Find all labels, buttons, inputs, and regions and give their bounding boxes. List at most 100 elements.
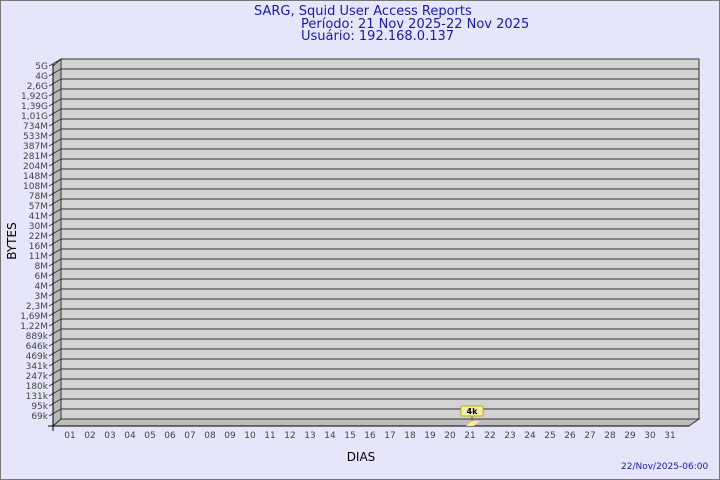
x-tick-label: 29 <box>624 431 636 441</box>
y-tick <box>48 398 62 407</box>
y-tick <box>48 258 62 267</box>
y-tick-label: 281M <box>23 152 48 162</box>
x-tick-label: 07 <box>184 431 195 441</box>
y-tick <box>48 158 62 167</box>
x-tick-label: 19 <box>424 431 436 441</box>
y-tick <box>48 148 62 157</box>
y-tick <box>48 268 62 277</box>
y-tick <box>48 298 62 307</box>
y-tick-label: 1,22M <box>20 322 48 332</box>
y-tick-label: 8M <box>35 262 49 272</box>
y-tick <box>48 68 62 77</box>
y-tick-label: 148M <box>23 172 48 182</box>
x-tick-label: 22 <box>484 431 495 441</box>
x-tick-label: 16 <box>364 431 376 441</box>
x-tick-label: 25 <box>544 431 555 441</box>
y-tick-label: 11M <box>29 252 48 262</box>
y-tick <box>48 238 62 247</box>
y-tick-label: 2,6G <box>27 82 48 92</box>
y-tick <box>48 188 62 197</box>
chart-subtitle-user: Usuário: 192.168.0.137 <box>301 29 455 44</box>
y-tick-label: 646k <box>26 342 49 352</box>
x-tick-label: 30 <box>644 431 656 441</box>
y-tick-label: 78M <box>29 192 48 202</box>
y-tick-label: 734M <box>23 122 48 132</box>
y-tick <box>48 208 62 217</box>
x-tick-label: 28 <box>604 431 616 441</box>
y-tick-label: 1,69M <box>20 312 48 322</box>
x-tick-label: 26 <box>564 431 576 441</box>
y-tick-label: 16M <box>29 242 48 252</box>
y-tick <box>48 118 62 127</box>
y-tick <box>48 128 62 137</box>
y-tick <box>48 368 62 377</box>
y-tick <box>48 58 62 67</box>
x-tick-label: 23 <box>504 431 515 441</box>
y-tick <box>48 308 62 317</box>
x-tick-label: 03 <box>104 431 115 441</box>
y-tick <box>48 168 62 177</box>
y-tick-label: 5G <box>35 62 48 72</box>
y-tick <box>48 408 62 417</box>
y-tick-label: 30M <box>29 222 48 232</box>
y-tick <box>48 318 62 327</box>
y-tick <box>48 218 62 227</box>
y-tick <box>48 138 62 147</box>
x-tick-label: 18 <box>404 431 416 441</box>
y-tick-label: 2,3M <box>26 302 48 312</box>
y-tick-label: 533M <box>23 132 48 142</box>
x-tick-label: 27 <box>584 431 595 441</box>
y-tick <box>48 358 62 367</box>
y-tick-label: 4G <box>35 72 48 82</box>
y-tick-label: 204M <box>23 162 48 172</box>
y-tick-label: 1,92G <box>21 92 48 102</box>
y-tick <box>48 78 62 87</box>
y-tick-label: 180k <box>26 382 49 392</box>
y-tick-label: 1,01G <box>21 112 48 122</box>
footer-date: 22/Nov/2025-06:00 <box>621 462 709 472</box>
x-tick-label: 02 <box>84 431 95 441</box>
y-tick <box>48 88 62 97</box>
y-tick <box>48 178 62 187</box>
y-tick <box>48 278 62 287</box>
y-tick-label: 889k <box>26 332 49 342</box>
x-tick-label: 05 <box>144 431 155 441</box>
x-axis-label: DIAS <box>347 450 376 464</box>
y-tick <box>48 328 62 337</box>
y-tick-label: 69k <box>31 412 48 422</box>
y-tick <box>48 378 62 387</box>
y-tick <box>48 108 62 117</box>
y-tick-label: 22M <box>29 232 48 242</box>
x-tick-label: 20 <box>444 431 456 441</box>
x-tick-label: 24 <box>524 431 536 441</box>
x-tick-label: 01 <box>64 431 75 441</box>
x-tick-label: 08 <box>204 431 216 441</box>
y-tick-label: 341k <box>26 362 49 372</box>
y-tick-label: 95k <box>31 402 48 412</box>
x-tick-label: 04 <box>124 431 136 441</box>
x-tick-label: 17 <box>384 431 395 441</box>
chart-subtitle-period: Período: 21 Nov 2025-22 Nov 2025 <box>301 17 530 32</box>
y-tick <box>48 228 62 237</box>
y-tick-label: 41M <box>29 212 48 222</box>
bar-label: 4k <box>467 407 479 416</box>
x-tick-label: 06 <box>164 431 176 441</box>
x-tick-label: 13 <box>304 431 315 441</box>
x-tick-label: 10 <box>244 431 256 441</box>
y-tick-label: 108M <box>23 182 48 192</box>
bar-label-box <box>460 405 484 417</box>
x-tick-label: 14 <box>324 431 336 441</box>
y-tick-label: 131k <box>26 392 49 402</box>
y-tick-label: 1,39G <box>21 102 48 112</box>
y-tick <box>48 338 62 347</box>
y-tick <box>48 248 62 257</box>
chart-title: SARG, Squid User Access Reports <box>254 4 472 19</box>
y-tick-label: 387M <box>23 142 48 152</box>
y-tick <box>48 198 62 207</box>
y-tick <box>48 388 62 397</box>
x-tick-label: 11 <box>264 431 275 441</box>
floor <box>51 418 701 427</box>
y-tick-label: 57M <box>29 202 48 212</box>
bar <box>466 421 480 426</box>
